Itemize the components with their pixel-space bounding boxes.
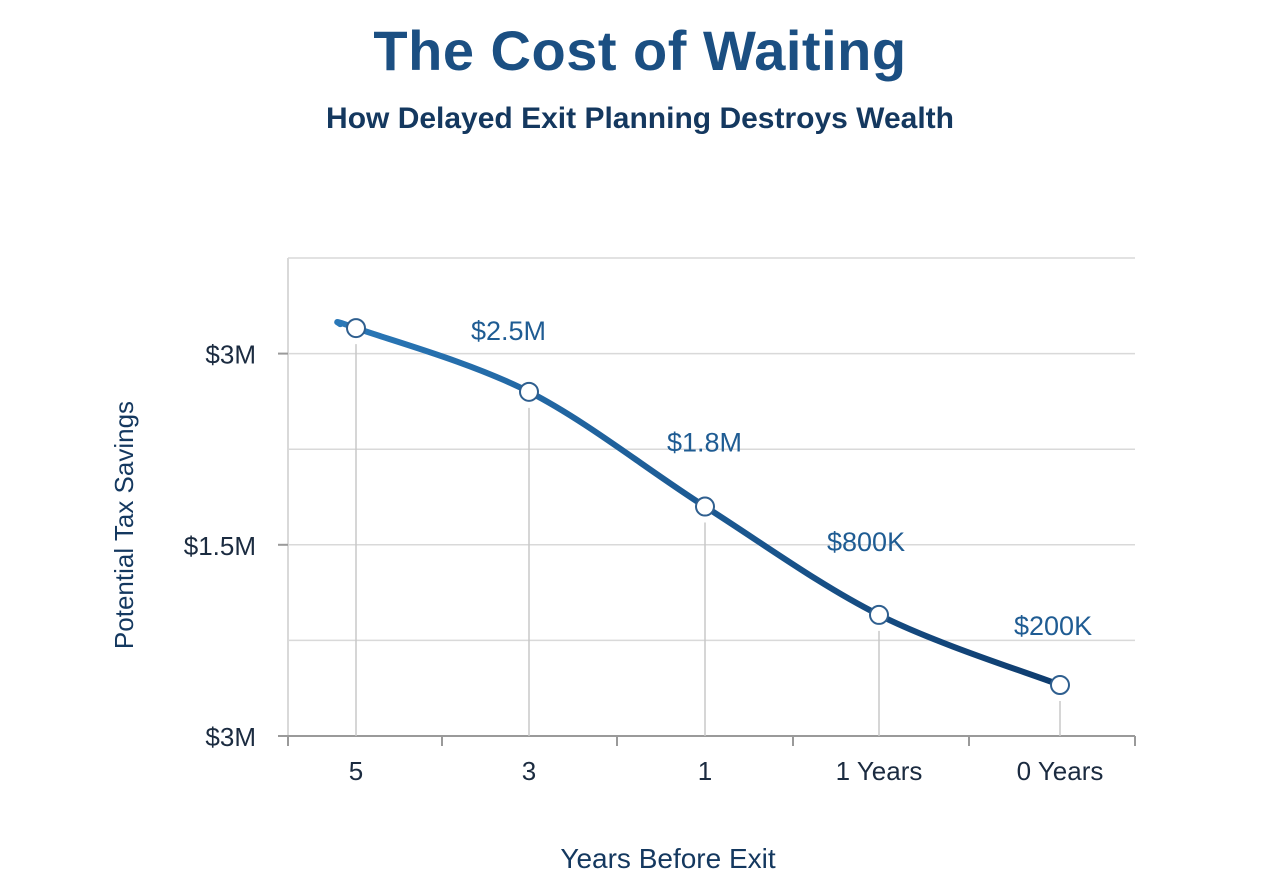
chart-subtitle: How Delayed Exit Planning Destroys Wealt… [326,102,954,135]
data-point [346,318,366,339]
x-tick-label: 1 Years [836,756,923,786]
series-line [334,319,1063,689]
data-label: $1.8M [667,428,742,458]
y-tick-label: $3M [205,340,256,370]
x-tick-label: 1 [698,756,712,786]
data-point [695,496,715,517]
data-point [519,381,539,402]
data-label: $800K [827,527,905,557]
x-tick-label: 3 [522,756,536,786]
x-tick-label: 0 Years [1017,756,1104,786]
x-axis-label: Years Before Exit [560,843,776,874]
data-label: $2.5M [471,316,546,346]
data-point [1050,675,1070,696]
data-label: $200K [1014,611,1092,641]
y-tick-label: $1.5M [184,531,256,561]
x-tick-label: 5 [349,756,363,786]
chart-title: The Cost of Waiting [373,19,907,82]
data-point [869,604,889,625]
y-axis-label: Potential Tax Savings [109,401,139,649]
y-tick-label: $3M [205,722,256,752]
